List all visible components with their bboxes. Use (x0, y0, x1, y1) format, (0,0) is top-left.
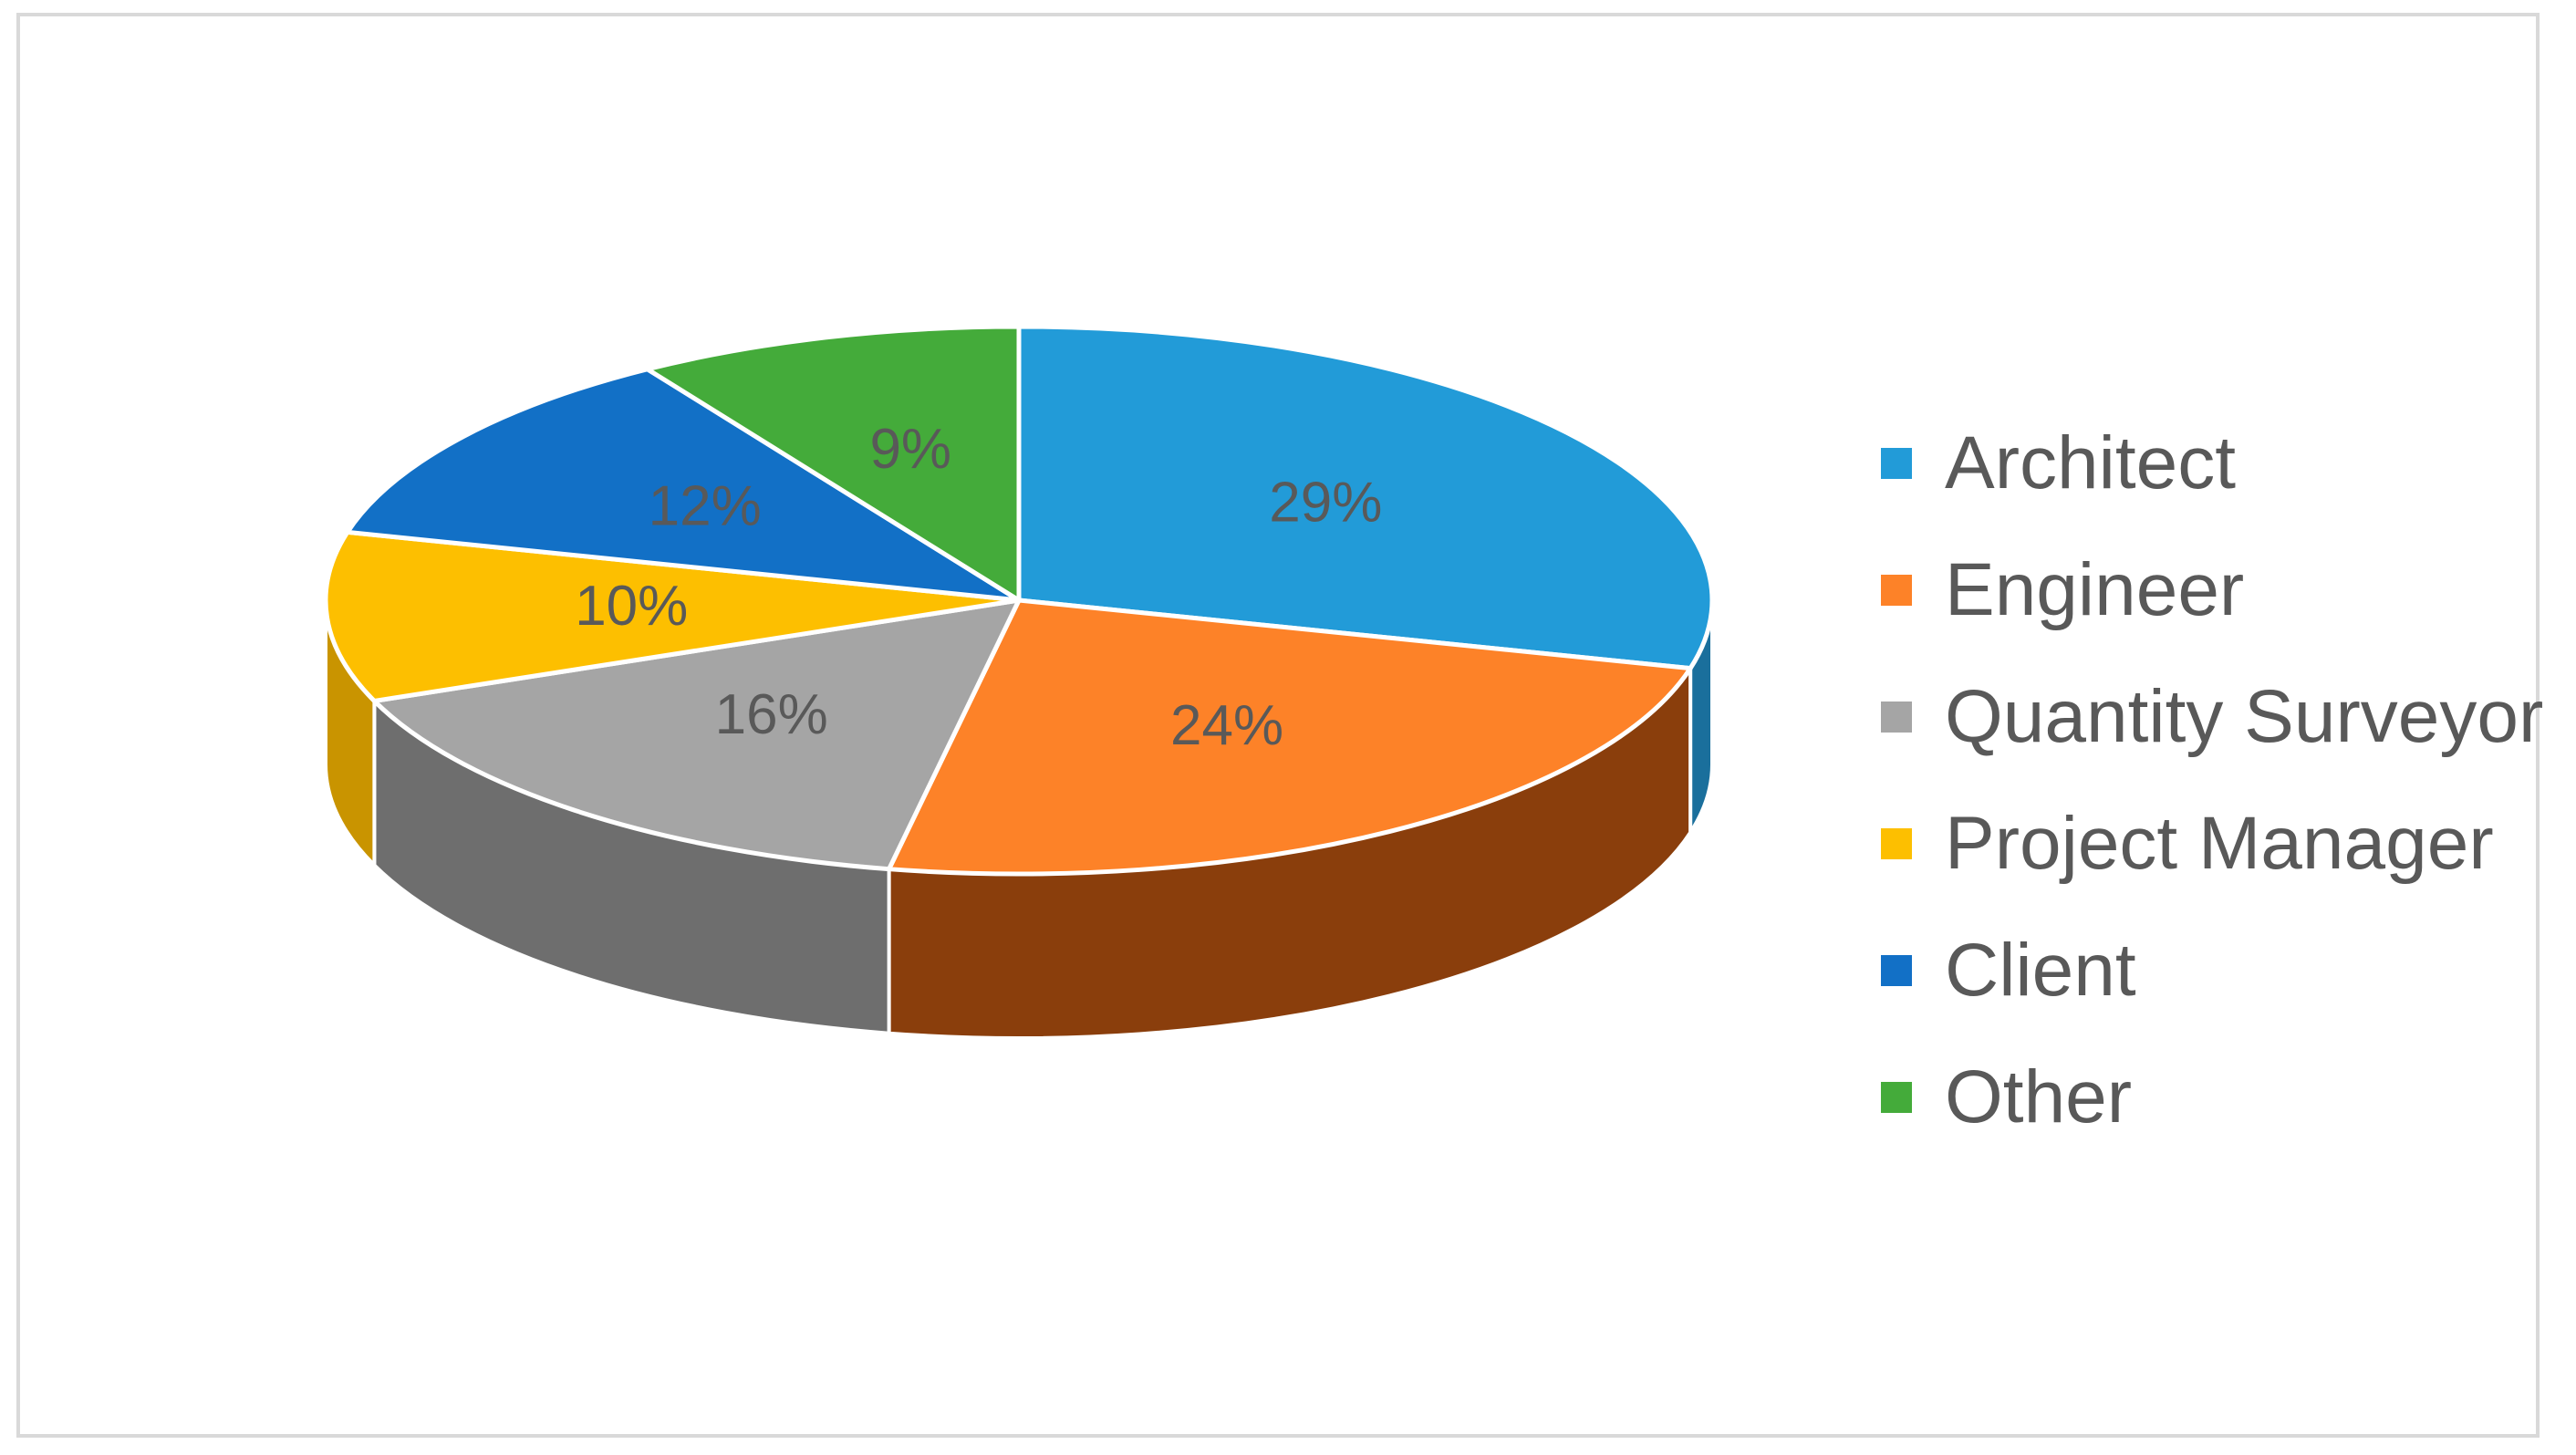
data-label-other: 9% (869, 418, 951, 481)
legend-label-client: Client (1945, 928, 2136, 1012)
data-label-project-manager: 10% (575, 575, 688, 638)
legend-item-architect: Architect (1881, 400, 2543, 526)
pie-slice-architect (1016, 324, 1715, 671)
pie-slices (323, 324, 1715, 877)
pie-slice-project-manager (323, 529, 1022, 703)
legend-label-quantity-surveyor: Quantity Surveyor (1945, 674, 2544, 758)
legend-item-engineer: Engineer (1881, 526, 2543, 653)
data-label-client: 12% (649, 475, 762, 538)
legend-label-project-manager: Project Manager (1945, 801, 2494, 885)
pie-slice-other (645, 324, 1022, 603)
legend-label-architect: Architect (1945, 421, 2236, 504)
pie-chart: 29% 24% 16% 10% 12% 9% (323, 324, 1715, 1040)
data-label-architect: 29% (1269, 471, 1382, 534)
legend-swatch-other (1881, 1081, 1912, 1113)
pie-data-labels: 29% 24% 16% 10% 12% 9% (575, 418, 1382, 757)
chart-frame: 29% 24% 16% 10% 12% 9% Architect Engineer Qua… (16, 13, 2543, 1438)
legend-label-other: Other (1945, 1055, 2133, 1138)
pie-slice-quantity-surveyor (371, 598, 1022, 872)
legend-item-client: Client (1881, 907, 2543, 1034)
data-label-quantity-surveyor: 16% (715, 683, 828, 746)
legend-label-engineer: Engineer (1945, 547, 2245, 631)
legend-item-other: Other (1881, 1034, 2543, 1160)
legend-swatch-project-manager (1881, 827, 1912, 859)
pie-slice-engineer (887, 598, 1693, 877)
legend-swatch-engineer (1881, 574, 1912, 606)
legend-swatch-quantity-surveyor (1881, 701, 1912, 733)
data-label-engineer: 24% (1170, 694, 1283, 757)
legend-item-project-manager: Project Manager (1881, 780, 2543, 907)
pie-slice-client (345, 367, 1022, 603)
legend-swatch-architect (1881, 447, 1912, 479)
legend: Architect Engineer Quantity Surveyor Pro… (1881, 400, 2543, 1160)
legend-item-quantity-surveyor: Quantity Surveyor (1881, 653, 2543, 780)
legend-swatch-client (1881, 954, 1912, 986)
